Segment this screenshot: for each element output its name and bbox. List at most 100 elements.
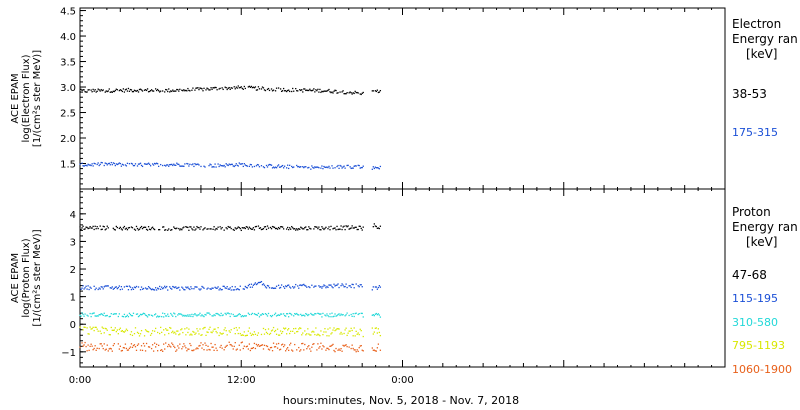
data-point [211,88,213,91]
data-point [278,287,281,289]
data-point [280,344,283,346]
data-point [333,90,335,92]
data-point [165,165,167,167]
data-point [262,166,265,168]
data-point [351,225,353,227]
data-point [112,329,114,332]
data-point [352,347,354,350]
data-point [274,227,277,230]
data-point [306,333,308,335]
data-point [372,286,374,288]
data-point [253,331,256,333]
data-point [248,226,251,228]
data-point [215,330,217,333]
data-point [192,229,194,231]
data-point [373,167,375,170]
data-point [218,88,220,90]
data-point [343,286,345,288]
data-point [105,285,107,287]
data-point [211,346,213,348]
data-point [222,332,224,335]
data-point [268,349,271,351]
data-point [88,349,90,352]
data-point [263,226,266,228]
data-point [334,329,336,332]
data-point [155,343,158,346]
data-point [335,347,337,350]
data-point [163,329,165,331]
data-point [302,314,304,317]
data-point [350,347,352,350]
legend-entry-175-315: 175-315 [732,126,778,139]
data-point [145,330,148,332]
data-point [298,165,300,168]
data-point [81,312,83,314]
data-point [348,228,350,230]
data-point [98,287,100,289]
data-point [200,226,202,228]
data-point [358,312,360,315]
series-310-580 [79,312,382,318]
data-point [87,163,89,165]
data-point [295,327,297,330]
data-point [171,90,173,93]
data-point [216,349,218,352]
data-point [160,163,162,166]
data-point [314,166,316,168]
data-point [97,288,99,291]
data-point [361,349,363,351]
data-point [289,286,291,288]
data-point [167,164,169,166]
data-point [254,347,257,350]
data-point [302,166,304,168]
data-point [233,327,235,330]
data-point [126,162,129,164]
data-point [214,229,216,231]
data-point [173,345,175,347]
data-point [251,333,254,335]
data-point [120,330,123,332]
data-point [376,332,379,334]
data-point [127,316,130,318]
data-point [330,345,332,347]
data-point [307,346,309,348]
data-point [117,315,119,318]
data-point [121,330,124,332]
data-point [251,228,254,230]
data-point [237,165,239,167]
data-point [264,312,267,315]
data-point [96,328,98,330]
data-point [170,229,172,231]
data-point [103,226,105,228]
data-point [245,315,247,317]
data-point [238,162,240,164]
data-point [333,349,335,352]
data-point [99,314,101,316]
data-point [354,226,356,228]
data-point [207,88,209,90]
data-point [138,163,141,165]
data-point [340,313,342,315]
data-point [131,334,134,337]
data-point [304,88,306,90]
data-point [145,228,148,231]
data-point [262,228,265,230]
data-point [330,91,332,94]
data-point [84,341,86,344]
data-point [101,89,103,92]
data-point [237,226,239,228]
data-point [323,284,325,286]
data-point [110,91,112,93]
data-point [89,345,91,348]
data-point [162,350,164,352]
data-point [374,225,376,227]
data-point [286,167,288,169]
data-point [153,330,156,332]
data-point [182,331,184,334]
data-point [242,334,244,336]
data-point [177,163,179,165]
data-point [137,229,140,231]
data-point [272,89,275,91]
data-point [150,314,153,316]
data-point [267,285,270,287]
